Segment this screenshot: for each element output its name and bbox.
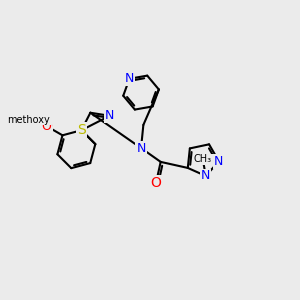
- Text: O: O: [42, 120, 52, 133]
- Text: N: N: [214, 155, 224, 168]
- Text: N: N: [105, 109, 114, 122]
- Text: O: O: [41, 119, 51, 133]
- Text: methoxy: methoxy: [7, 115, 50, 124]
- Text: N: N: [125, 72, 134, 85]
- Text: S: S: [77, 123, 86, 137]
- Text: O: O: [151, 176, 161, 190]
- Text: CH₃: CH₃: [194, 154, 212, 164]
- Text: N: N: [136, 142, 146, 154]
- Text: N: N: [201, 169, 210, 182]
